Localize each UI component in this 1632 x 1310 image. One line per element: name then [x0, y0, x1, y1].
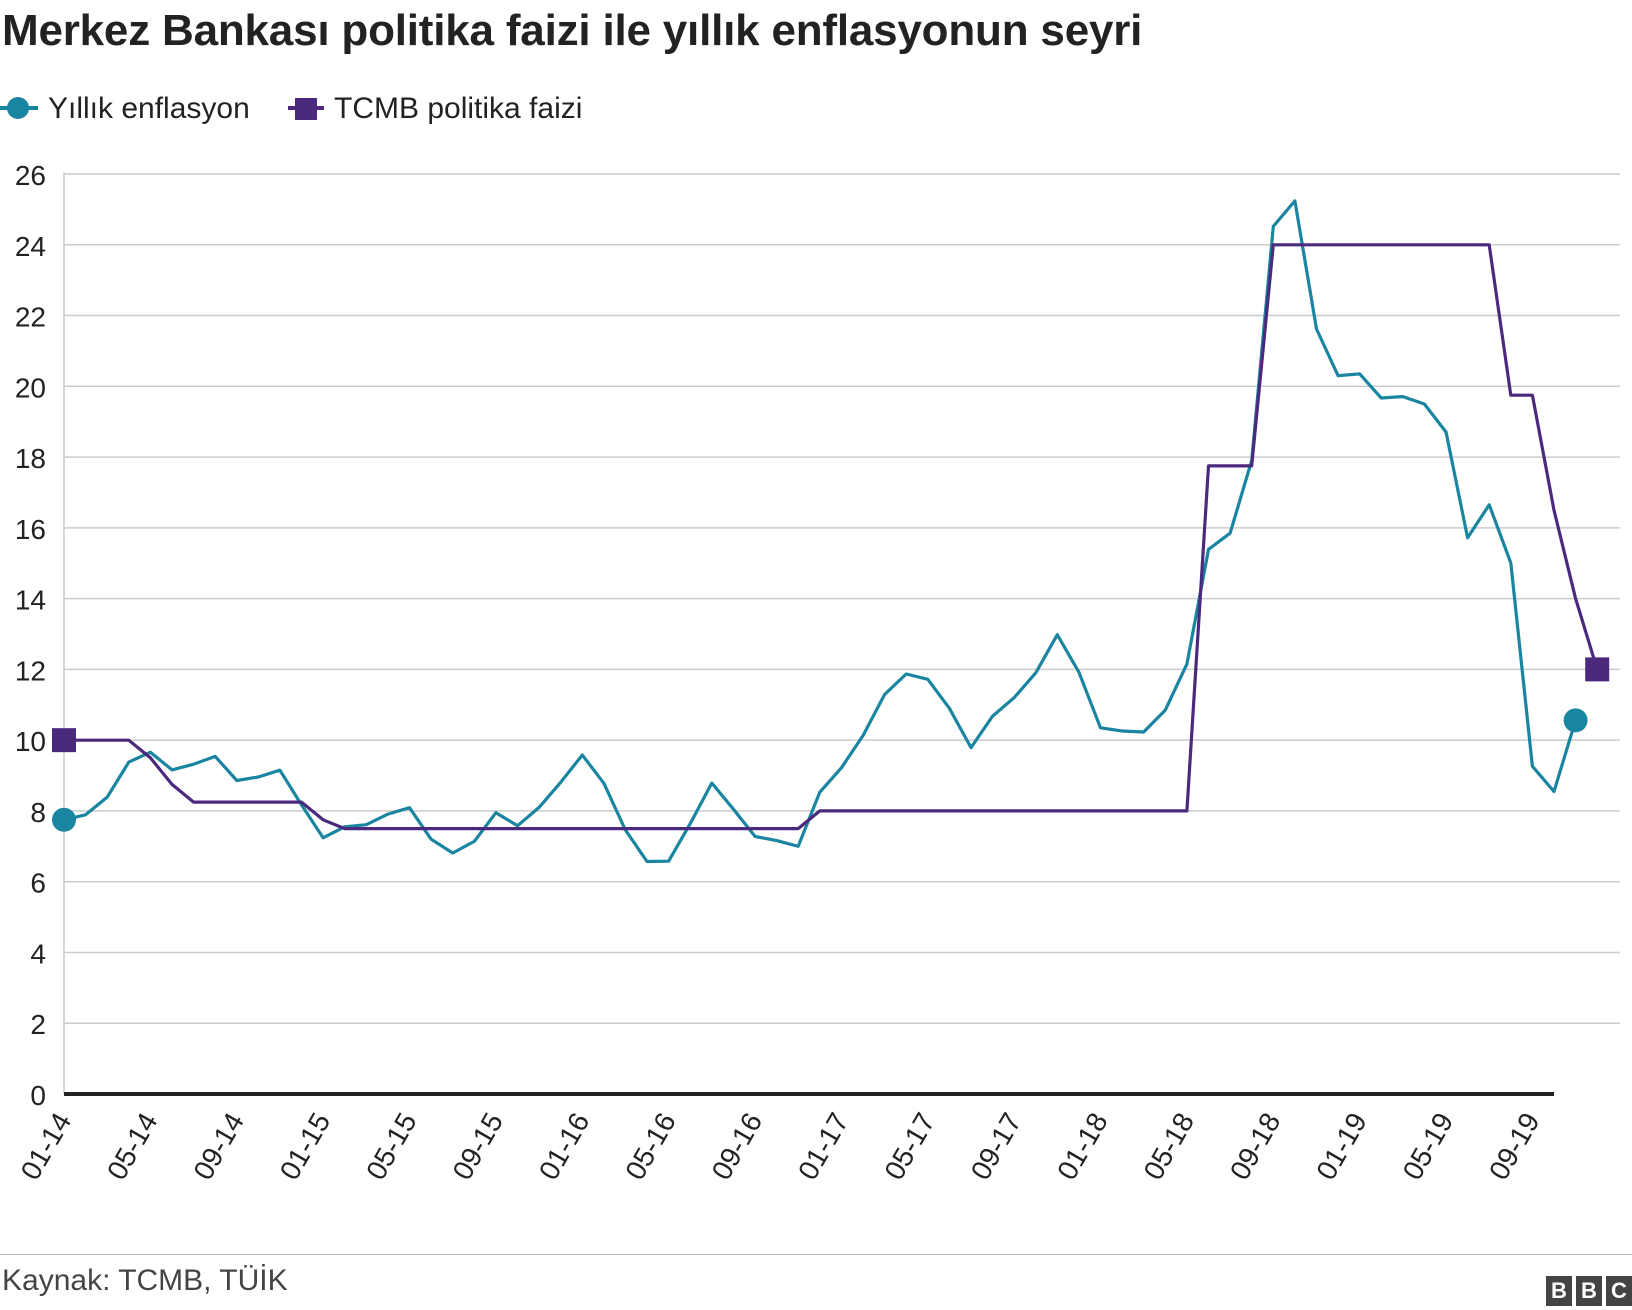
x-tick-label: 09-14 — [187, 1108, 250, 1186]
x-tick-label: 01-17 — [792, 1108, 855, 1186]
series-line-inflation — [63, 199, 1578, 864]
y-tick-label: 14 — [15, 585, 46, 616]
x-tick-label: 05-14 — [101, 1108, 164, 1186]
bbc-logo-letter: B — [1576, 1276, 1602, 1306]
footer-divider — [0, 1254, 1632, 1255]
y-tick-label: 16 — [15, 514, 46, 545]
x-tick-label: 01-16 — [533, 1108, 596, 1186]
x-tick-label: 01-19 — [1310, 1108, 1373, 1186]
y-tick-label: 2 — [30, 1009, 46, 1040]
x-tick-label: 05-16 — [619, 1108, 682, 1186]
y-tick-label: 22 — [15, 302, 46, 333]
x-tick-label: 05-19 — [1397, 1108, 1460, 1186]
y-tick-label: 8 — [30, 797, 46, 828]
x-tick-label: 09-18 — [1224, 1108, 1287, 1186]
y-tick-label: 24 — [15, 231, 46, 262]
y-tick-label: 20 — [15, 372, 46, 403]
bbc-logo-letter: C — [1606, 1276, 1632, 1306]
x-tick-label: 05-18 — [1137, 1108, 1200, 1186]
y-tick-label: 10 — [15, 726, 46, 757]
legend-marker-circle — [7, 97, 29, 119]
legend-marker-policy-rate — [295, 98, 317, 120]
series-line-policy-rate — [64, 243, 1599, 831]
x-tick-label: 09-17 — [965, 1108, 1028, 1186]
policy-rate-endpoint-marker — [52, 728, 76, 753]
x-tick-label: 01-15 — [274, 1108, 337, 1186]
source-note: Kaynak: TCMB, TÜİK — [2, 1264, 288, 1297]
x-tick-label: 05-17 — [878, 1108, 941, 1186]
y-tick-label: 6 — [30, 868, 46, 899]
bbc-logo-letter: B — [1546, 1276, 1572, 1306]
y-tick-label: 18 — [15, 443, 46, 474]
inflation-endpoint-marker — [52, 807, 76, 832]
inflation-endpoint-marker — [1563, 708, 1588, 733]
legend-marker-inflation — [7, 97, 29, 119]
x-tick-label: 09-16 — [706, 1108, 769, 1186]
chart-title: Merkez Bankası politika faizi ile yıllık… — [2, 6, 1143, 55]
policy-rate-endpoint-marker — [1585, 657, 1610, 682]
x-tick-label: 01-14 — [15, 1108, 78, 1186]
x-tick-label: 05-15 — [360, 1108, 423, 1186]
y-tick-label: 0 — [30, 1080, 46, 1111]
y-tick-label: 4 — [30, 938, 46, 969]
x-tick-label: 09-15 — [446, 1108, 509, 1186]
y-tick-label: 12 — [15, 655, 46, 686]
legend-label-policy-rate: TCMB politika faizi — [334, 92, 583, 125]
legend-marker-square — [295, 98, 317, 120]
x-tick-label: 01-18 — [1051, 1108, 1114, 1186]
legend-label-inflation: Yıllık enflasyon — [48, 92, 250, 125]
y-tick-label: 26 — [15, 160, 46, 191]
bbc-logo: B B C — [1546, 1276, 1632, 1306]
x-tick-label: 09-19 — [1483, 1108, 1546, 1186]
